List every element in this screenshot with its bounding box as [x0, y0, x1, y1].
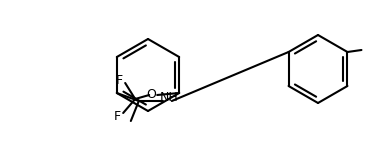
Text: F: F [114, 110, 121, 122]
Text: NH: NH [160, 91, 178, 103]
Text: F: F [116, 74, 123, 86]
Text: O: O [146, 87, 156, 101]
